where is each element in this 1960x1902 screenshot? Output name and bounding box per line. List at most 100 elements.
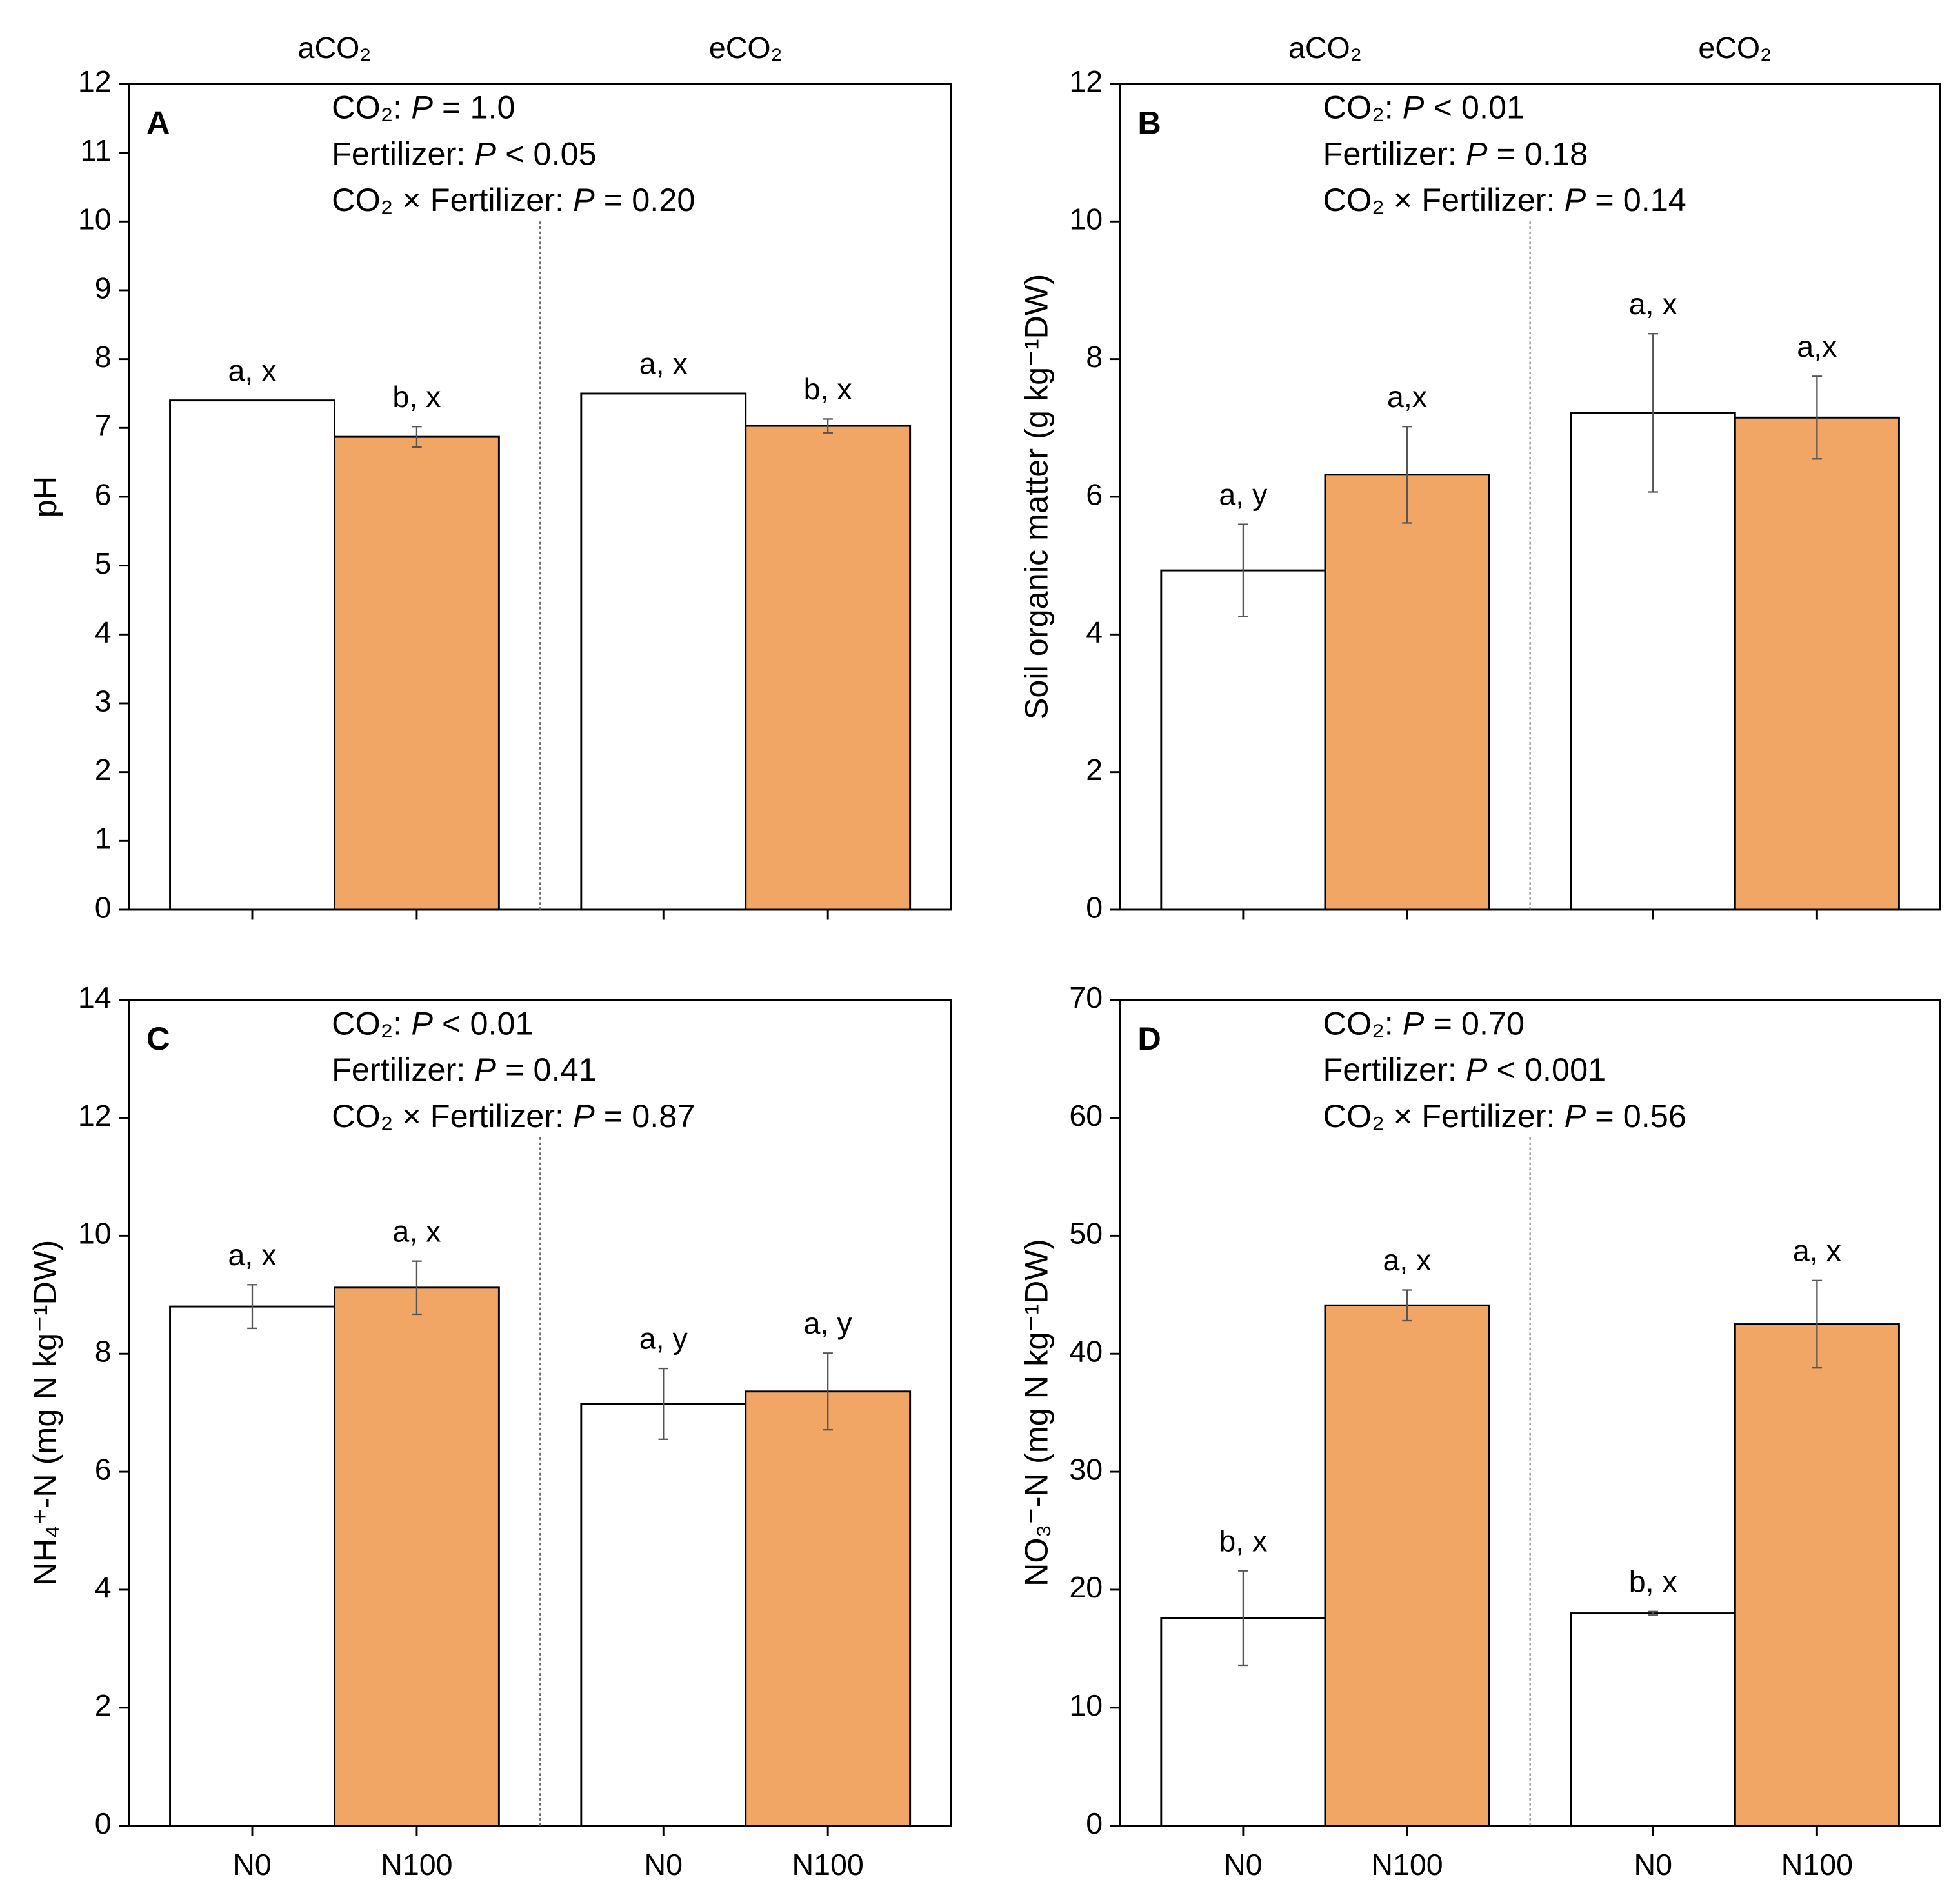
significance-letter: a, x [1629,287,1677,321]
error-bar [1812,375,1823,460]
y-tick-label: 4 [95,616,112,649]
x-tick-label: N0 [1634,1848,1672,1881]
x-tick-label: N100 [1781,1848,1853,1881]
y-tick-label: 2 [95,753,112,786]
panel-label: A [146,104,170,141]
y-tick-label: 8 [95,340,112,374]
y-tick-label: 7 [95,409,112,443]
bar [1160,569,1326,911]
error-bar [412,426,422,448]
y-tick-label: 30 [1069,1452,1103,1486]
bar [169,1305,335,1827]
y-tick-label: 2 [95,1688,112,1722]
y-axis-label: Soil organic matter (g kg⁻¹DW) [1018,274,1055,720]
significance-letter: b, x [1629,1565,1677,1598]
y-tick-label: 9 [95,271,112,305]
x-tick-label: N100 [792,1848,864,1881]
y-tick-label: 12 [78,65,112,98]
x-tick-label: N0 [233,1848,272,1881]
error-bar [1812,1279,1823,1369]
significance-letter: b, x [392,380,441,414]
statistics-annotation: Fertilizer: P < 0.05 [332,135,597,172]
error-bar [658,1367,669,1440]
significance-letter: a, x [392,1214,441,1248]
panel-label: D [1137,1020,1161,1057]
y-tick-label: 0 [1086,890,1103,924]
y-tick-label: 0 [1086,1807,1103,1840]
panel-label: B [1137,104,1161,141]
x-tick-label: N100 [381,1848,452,1881]
significance-letter: a, x [228,1238,276,1272]
significance-letter: a, x [639,347,688,381]
bar [580,392,747,911]
statistics-annotation: Fertilizer: P = 0.18 [1323,135,1588,172]
bar [334,435,500,911]
error-bar [1402,1289,1412,1322]
statistics-annotation: CO₂: P < 0.01 [332,1005,534,1042]
y-tick-label: 2 [1086,753,1103,786]
x-tick-label: N100 [1371,1848,1443,1881]
bar [1570,412,1736,911]
bar [1734,416,1900,911]
statistics-annotation: CO₂: P < 0.01 [1323,89,1525,126]
y-tick-label: 5 [95,546,112,580]
y-tick-label: 0 [95,890,112,924]
statistics-annotation: CO₂ × Fertilizer: P = 0.87 [332,1097,695,1134]
significance-letter: a,x [1797,330,1837,363]
statistics-annotation: CO₂: P = 0.70 [1323,1005,1525,1042]
y-tick-label: 50 [1069,1217,1103,1250]
y-tick-label: 10 [1069,1688,1103,1722]
y-axis-label: pH [26,476,63,517]
bar [169,399,335,911]
y-tick-label: 14 [78,981,112,1014]
significance-letter: a, x [1793,1234,1841,1267]
y-tick-label: 3 [95,684,112,717]
y-tick-label: 1 [95,822,112,856]
y-tick-label: 12 [1069,65,1103,98]
group-label: aCO₂ [1288,31,1362,65]
y-axis-label: NO₃⁻-N (mg N kg⁻¹DW) [1018,1239,1055,1587]
statistics-annotation: CO₂ × Fertilizer: P = 0.20 [332,182,695,219]
bar [1324,474,1490,911]
y-tick-label: 11 [80,134,111,167]
y-tick-label: 12 [78,1099,112,1132]
y-tick-label: 8 [95,1335,112,1368]
statistics-annotation: CO₂ × Fertilizer: P = 0.56 [1323,1097,1686,1134]
significance-letter: a,x [1387,380,1427,414]
significance-letter: a, x [1383,1243,1431,1277]
y-tick-label: 10 [78,1217,112,1250]
statistics-annotation: CO₂: P = 1.0 [332,89,515,126]
bar [580,1403,747,1827]
significance-letter: b, x [1219,1524,1267,1557]
error-bar [1648,332,1658,493]
bar [745,1390,912,1827]
error-bar [412,1260,422,1316]
y-axis-label: NH₄⁺-N (mg N kg⁻¹DW) [26,1240,63,1586]
y-tick-label: 0 [95,1807,112,1840]
statistics-annotation: Fertilizer: P < 0.001 [1323,1051,1606,1088]
group-label: eCO₂ [1698,31,1772,65]
y-tick-label: 6 [1086,477,1103,511]
bar [745,425,912,911]
error-bar [823,418,833,434]
bar [1570,1612,1736,1827]
y-tick-label: 6 [95,1452,112,1486]
statistics-annotation: CO₂ × Fertilizer: P = 0.14 [1323,182,1686,219]
error-bar [247,1284,257,1330]
y-tick-label: 10 [78,203,112,236]
error-bar [1238,523,1248,617]
error-bar [1402,426,1412,524]
bar [334,1286,500,1827]
panel-label: C [146,1020,170,1057]
significance-letter: a, y [1219,477,1268,511]
error-bar [1648,1610,1658,1616]
x-tick-label: N0 [645,1848,683,1881]
significance-letter: b, x [804,372,852,406]
y-tick-label: 70 [1069,981,1103,1014]
y-tick-label: 4 [95,1570,112,1604]
group-label: eCO₂ [709,31,783,65]
x-tick-label: N0 [1224,1848,1263,1881]
significance-letter: a, y [639,1322,688,1356]
